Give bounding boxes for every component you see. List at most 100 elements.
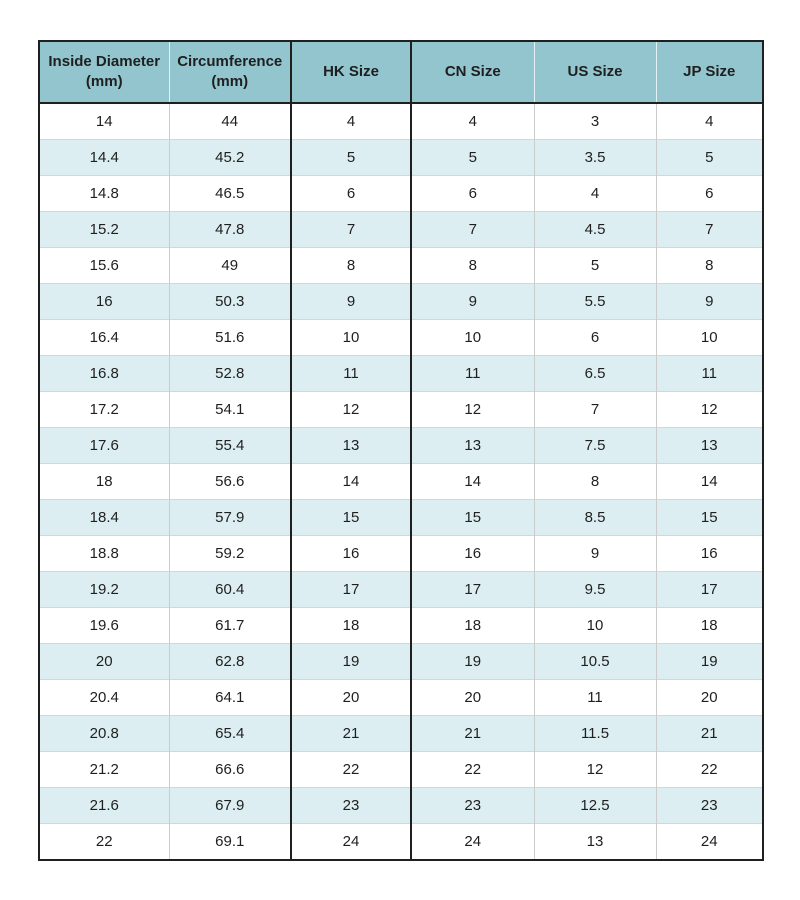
- table-header: Inside Diameter (mm) Circumference (mm) …: [39, 41, 763, 104]
- table-cell: 12: [410, 391, 534, 428]
- table-cell: 6: [290, 175, 412, 212]
- table-cell: 6.5: [533, 355, 656, 392]
- table-cell: 14.4: [39, 139, 169, 176]
- table-cell: 22: [655, 751, 763, 788]
- table-cell: 57.9: [168, 499, 291, 536]
- table-row: 20 62.8 19 19 10.5 19: [39, 643, 763, 680]
- table-row: 21.2 66.6 22 22 12 22: [39, 751, 763, 788]
- table-cell: 8: [410, 247, 534, 284]
- table-cell: 7: [290, 211, 412, 248]
- table-cell: 45.2: [168, 139, 291, 176]
- table-cell: 7.5: [533, 427, 656, 464]
- table-cell: 8.5: [533, 499, 656, 536]
- table-cell: 11: [290, 355, 412, 392]
- table-cell: 47.8: [168, 211, 291, 248]
- table-cell: 14: [39, 102, 169, 140]
- table-cell: 4: [655, 102, 763, 140]
- table-cell: 13: [655, 427, 763, 464]
- table-cell: 56.6: [168, 463, 291, 500]
- header-row: Inside Diameter (mm) Circumference (mm) …: [39, 41, 763, 104]
- table-cell: 23: [655, 787, 763, 824]
- table-cell: 19.2: [39, 571, 169, 608]
- table-cell: 8: [655, 247, 763, 284]
- table-row: 21.6 67.9 23 23 12.5 23: [39, 787, 763, 824]
- table-cell: 9: [290, 283, 412, 320]
- table-cell: 15.6: [39, 247, 169, 284]
- table-cell: 20: [410, 679, 534, 716]
- table-cell: 19.6: [39, 607, 169, 644]
- table-row: 18.8 59.2 16 16 9 16: [39, 535, 763, 572]
- table-body: 14 44 4 4 3 4 14.4 45.2 5 5 3.5 5 14.8 46.5 6 6 4 6 15.2 47…: [39, 102, 763, 860]
- table-cell: 20.8: [39, 715, 169, 752]
- table-row: 16.8 52.8 11 11 6.5 11: [39, 355, 763, 392]
- table-cell: 50.3: [168, 283, 291, 320]
- table-cell: 65.4: [168, 715, 291, 752]
- table-cell: 18: [39, 463, 169, 500]
- table-row: 18 56.6 14 14 8 14: [39, 463, 763, 500]
- table-cell: 16.8: [39, 355, 169, 392]
- table-row: 19.2 60.4 17 17 9.5 17: [39, 571, 763, 608]
- table-cell: 15.2: [39, 211, 169, 248]
- table-cell: 66.6: [168, 751, 291, 788]
- table-cell: 16.4: [39, 319, 169, 356]
- table-row: 22 69.1 24 24 13 24: [39, 823, 763, 860]
- table-cell: 46.5: [168, 175, 291, 212]
- table-cell: 67.9: [168, 787, 291, 824]
- table-cell: 17.6: [39, 427, 169, 464]
- table-cell: 14: [410, 463, 534, 500]
- table-cell: 20.4: [39, 679, 169, 716]
- table-cell: 7: [533, 391, 656, 428]
- table-cell: 18: [290, 607, 412, 644]
- table-cell: 17: [290, 571, 412, 608]
- header-circumference: Circumference (mm): [168, 41, 291, 104]
- table-cell: 60.4: [168, 571, 291, 608]
- table-cell: 24: [655, 823, 763, 860]
- header-jp-size: JP Size: [655, 41, 763, 104]
- table-cell: 11: [410, 355, 534, 392]
- table-cell: 18: [655, 607, 763, 644]
- table-cell: 17.2: [39, 391, 169, 428]
- table-cell: 8: [290, 247, 412, 284]
- table-cell: 18.4: [39, 499, 169, 536]
- table-cell: 4: [533, 175, 656, 212]
- table-cell: 6: [533, 319, 656, 356]
- table-cell: 9: [410, 283, 534, 320]
- table-cell: 17: [655, 571, 763, 608]
- table-cell: 19: [290, 643, 412, 680]
- table-cell: 10: [533, 607, 656, 644]
- table-cell: 9: [655, 283, 763, 320]
- table-row: 16.4 51.6 10 10 6 10: [39, 319, 763, 356]
- table-row: 17.6 55.4 13 13 7.5 13: [39, 427, 763, 464]
- table-cell: 20: [290, 679, 412, 716]
- table-cell: 4: [410, 102, 534, 140]
- table-cell: 12.5: [533, 787, 656, 824]
- table-cell: 5: [533, 247, 656, 284]
- table-cell: 15: [655, 499, 763, 536]
- header-cn-size: CN Size: [410, 41, 534, 104]
- table-cell: 59.2: [168, 535, 291, 572]
- table-cell: 11.5: [533, 715, 656, 752]
- table-cell: 15: [290, 499, 412, 536]
- table-cell: 18: [410, 607, 534, 644]
- table-cell: 16: [39, 283, 169, 320]
- table-cell: 9.5: [533, 571, 656, 608]
- table-row: 20.8 65.4 21 21 11.5 21: [39, 715, 763, 752]
- table-row: 20.4 64.1 20 20 11 20: [39, 679, 763, 716]
- table-cell: 6: [655, 175, 763, 212]
- header-hk-size: HK Size: [290, 41, 412, 104]
- table-cell: 22: [410, 751, 534, 788]
- table-cell: 12: [290, 391, 412, 428]
- table-cell: 24: [410, 823, 534, 860]
- table-cell: 24: [290, 823, 412, 860]
- ring-size-conversion-table: Inside Diameter (mm) Circumference (mm) …: [38, 40, 764, 861]
- table-cell: 5.5: [533, 283, 656, 320]
- table-cell: 62.8: [168, 643, 291, 680]
- table-cell: 9: [533, 535, 656, 572]
- table-cell: 5: [290, 139, 412, 176]
- table-cell: 10: [410, 319, 534, 356]
- table-cell: 23: [410, 787, 534, 824]
- table-cell: 19: [410, 643, 534, 680]
- table-cell: 21: [290, 715, 412, 752]
- table-cell: 15: [410, 499, 534, 536]
- table-cell: 18.8: [39, 535, 169, 572]
